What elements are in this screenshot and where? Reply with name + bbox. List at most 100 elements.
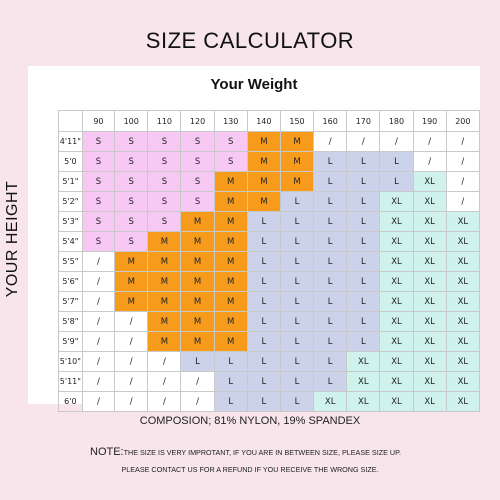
size-cell: M [147,251,182,272]
size-cell: M [147,271,182,292]
size-cell: L [246,371,281,392]
size-cell: XL [412,391,447,412]
size-cell: S [81,171,116,192]
height-row-label: 5'6" [58,271,83,292]
weight-header-cell: 150 [279,110,315,132]
size-cell: L [346,291,381,312]
size-cell: S [147,131,182,152]
size-cell: / [81,351,116,372]
size-cell: M [180,271,215,292]
size-cell: XL [379,291,414,312]
table-row: 4'11" S S S S S M M / / / / / [58,131,481,152]
size-cell: / [346,131,381,152]
size-cell: M [180,331,215,352]
size-cell: S [114,231,149,252]
size-cell: / [147,391,182,412]
size-cell: / [445,151,481,172]
size-cell: M [180,211,215,232]
size-cell: XL [445,351,481,372]
table-row: 5'9" / / M M M L L L L XL XL XL [58,331,481,352]
size-cell: XL [412,191,447,212]
page-title: SIZE CALCULATOR [145,28,355,53]
size-cell: XL [445,331,481,352]
size-cell: M [213,211,248,232]
size-cell: XL [379,391,414,412]
weight-header-cell: 200 [445,110,481,132]
size-cell: M [279,151,315,172]
size-cell: / [81,391,116,412]
weight-header-cell: 90 [81,110,116,132]
size-cell: M [147,291,182,312]
size-cell: / [147,351,182,372]
size-cell: M [114,271,149,292]
table-row: 5'3" S S S M M L L L L XL XL XL [58,211,481,232]
weight-header-cell: 120 [180,110,215,132]
size-cell: L [180,351,215,372]
size-cell: L [313,331,348,352]
size-cell: L [213,391,248,412]
size-cell: L [346,251,381,272]
size-cell: / [81,371,116,392]
height-row-label: 5'0 [58,151,83,172]
weight-header-cell: 160 [313,110,348,132]
size-cell: XL [346,391,381,412]
size-cell: L [346,191,381,212]
size-cell: / [445,191,481,212]
size-cell: S [180,151,215,172]
size-cell: M [246,151,281,172]
table-row: 5'5" / M M M M L L L L XL XL XL [58,251,481,272]
size-cell: L [246,211,281,232]
size-cell: XL [346,351,381,372]
size-cell: XL [412,171,447,192]
size-cell: M [213,291,248,312]
table-row: 5'6" / M M M M L L L L XL XL XL [58,271,481,292]
size-cell: / [412,151,447,172]
size-cell: M [147,311,182,332]
size-cell: XL [379,251,414,272]
size-cell: XL [445,271,481,292]
size-cell: XL [412,271,447,292]
size-cell: L [246,351,281,372]
size-cell: S [81,131,116,152]
table-row: 5'2" S S S S M M L L L XL XL / [58,191,481,212]
size-cell: L [346,231,381,252]
size-cell: L [246,271,281,292]
size-cell: L [313,271,348,292]
size-cell: XL [379,311,414,332]
size-cell: XL [445,231,481,252]
size-cell: / [412,131,447,152]
size-cell: L [279,211,315,232]
size-cell: L [346,271,381,292]
size-cell: M [279,171,315,192]
size-cell: / [114,371,149,392]
size-cell: / [114,391,149,412]
size-cell: M [147,331,182,352]
size-cell: L [313,351,348,372]
size-note: NOTE:THE SIZE IS VERY IMPROTANT, IF YOU … [90,446,401,458]
size-cell: L [279,351,315,372]
size-cell: L [279,271,315,292]
size-cell: L [313,311,348,332]
size-cell: S [81,151,116,172]
height-row-label: 5'8" [58,311,83,332]
size-cell: L [246,331,281,352]
weight-header-cell: 180 [379,110,414,132]
weight-header-cell: 140 [246,110,281,132]
composition-text: COMPOSION; 81% NYLON, 19% SPANDEX [139,415,361,427]
size-cell: S [213,131,248,152]
size-cell: S [147,191,182,212]
size-cell: XL [313,391,348,412]
size-cell: / [81,311,116,332]
size-cell: XL [346,371,381,392]
weight-header-row: 90 100 110 120 130 140 150 160 170 180 190 200 [58,110,481,132]
size-cell: L [313,151,348,172]
size-cell: M [213,311,248,332]
size-cell: L [313,291,348,312]
size-cell: L [279,291,315,312]
size-cell: / [81,251,116,272]
size-cell: M [180,311,215,332]
size-cell: M [114,291,149,312]
size-cell: S [81,191,116,212]
size-cell: / [445,131,481,152]
size-cell: XL [379,211,414,232]
